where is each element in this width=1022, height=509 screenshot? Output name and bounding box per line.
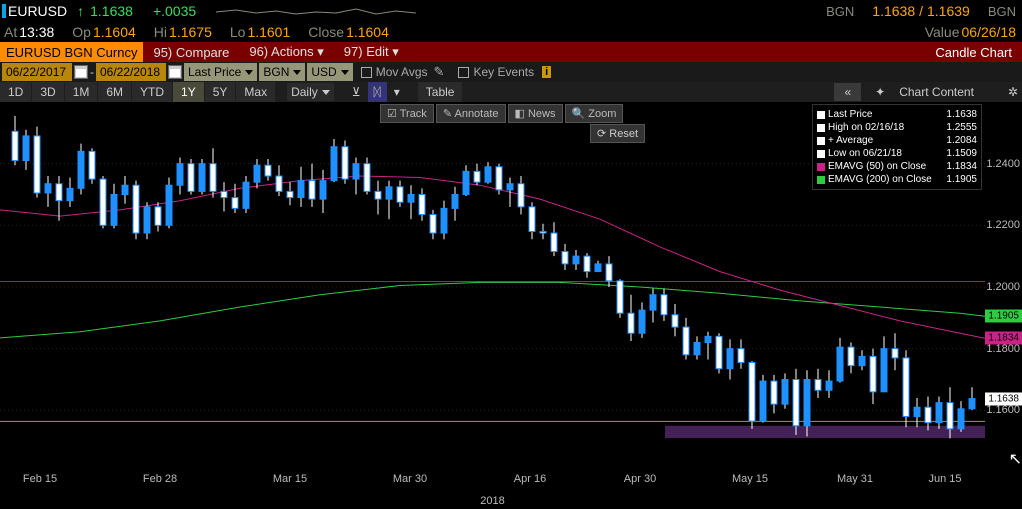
header-ohlc-row: At 13:38 Op 1.1604 Hi 1.1675 Lo 1.1601 C…: [0, 22, 1022, 42]
news-button[interactable]: ◧ News: [508, 104, 563, 123]
legend-row: Last Price1.1638: [817, 108, 977, 121]
date-from-input[interactable]: [2, 63, 72, 81]
last-price: 1.1638: [90, 3, 133, 19]
table-button[interactable]: Table: [418, 82, 463, 102]
close-label: Close: [308, 24, 344, 40]
ticker-bar-icon: [2, 4, 6, 18]
price-change: +.0035: [153, 3, 196, 19]
range-toolbar: 1D3D1M6MYTD1Y5YMax Daily ⊻ ᛞ ▾ Table « ✦…: [0, 82, 1022, 102]
legend-row: Low on 06/21/181.1509: [817, 147, 977, 160]
header-quote-row: EURUSD ↑ 1.1638 +.0035 BGN 1.1638 / 1.16…: [0, 0, 1022, 22]
collapse-button[interactable]: «: [834, 83, 861, 101]
direction-arrow-icon: ↑: [77, 3, 84, 19]
range-1m-button[interactable]: 1M: [65, 82, 98, 102]
at-label: At: [4, 24, 17, 40]
source-bgn-left: BGN: [826, 4, 854, 19]
chart-tools-row: ☑ Track ✎ Annotate ◧ News 🔍 Zoom: [380, 104, 623, 123]
ask-price: 1.1639: [927, 3, 970, 19]
chart-legend: Last Price1.1638High on 02/16/181.2555+ …: [812, 104, 982, 190]
legend-row: EMAVG (50) on Close1.1834: [817, 160, 977, 173]
bid-price: 1.1638: [872, 3, 915, 19]
y-axis: 1.24001.22001.20001.18001.16001.19051.18…: [985, 102, 1022, 472]
instrument-label: EURUSD BGN Curncy: [0, 42, 143, 62]
source-bgn-right: BGN: [988, 4, 1016, 19]
legend-row: High on 02/16/181.2555: [817, 121, 977, 134]
reset-button[interactable]: ⟳ Reset: [590, 124, 645, 143]
candle-icon[interactable]: ᛞ: [368, 82, 387, 102]
value-date-label: Value: [925, 24, 960, 40]
bid-ask-sep: /: [919, 3, 923, 19]
legend-row: EMAVG (200) on Close1.1905: [817, 173, 977, 186]
close-value: 1.1604: [346, 24, 389, 40]
track-button[interactable]: ☑ Track: [380, 104, 434, 123]
ticker-symbol: EURUSD: [8, 3, 67, 19]
menu-edit[interactable]: 97) Edit ▾: [334, 44, 409, 60]
calendar-icon[interactable]: [168, 65, 182, 79]
high-value: 1.1675: [169, 24, 212, 40]
source-dropdown[interactable]: BGN: [259, 63, 305, 81]
x-axis: Feb 15Feb 28Mar 15Mar 30Apr 16Apr 30May …: [0, 473, 985, 491]
at-value: 13:38: [19, 24, 54, 40]
range-ytd-button[interactable]: YTD: [132, 82, 172, 102]
range-6m-button[interactable]: 6M: [98, 82, 131, 102]
sparkline-chart: [216, 2, 416, 20]
open-value: 1.1604: [93, 24, 136, 40]
chart-content-label[interactable]: Chart Content: [899, 85, 974, 99]
date-to-input[interactable]: [96, 63, 166, 81]
chevron-down-icon[interactable]: ▾: [388, 82, 406, 102]
menu-actions[interactable]: 96) Actions ▾: [239, 44, 333, 60]
gear-icon[interactable]: ✲: [1008, 85, 1018, 99]
x-axis-year: 2018: [0, 495, 985, 507]
mouse-cursor-icon: ↖: [1009, 449, 1022, 469]
menu-bar: EURUSD BGN Curncy 95) Compare 96) Action…: [0, 42, 1022, 62]
low-value: 1.1601: [247, 24, 290, 40]
key-events-checkbox[interactable]: Key Eventsi: [452, 65, 557, 79]
value-date: 06/26/18: [962, 24, 1017, 40]
annotate-button[interactable]: ✎ Annotate: [436, 104, 506, 123]
interval-dropdown[interactable]: Daily: [287, 83, 334, 101]
mov-avgs-checkbox[interactable]: Mov Avgs✎: [355, 64, 451, 80]
price-type-dropdown[interactable]: Last Price: [184, 63, 257, 81]
currency-dropdown[interactable]: USD: [307, 63, 352, 81]
open-label: Op: [72, 24, 91, 40]
range-max-button[interactable]: Max: [236, 82, 275, 102]
range-1d-button[interactable]: 1D: [0, 82, 31, 102]
calendar-icon[interactable]: [74, 65, 88, 79]
range-5y-button[interactable]: 5Y: [205, 82, 236, 102]
range-1y-button[interactable]: 1Y: [173, 82, 204, 102]
high-label: Hi: [154, 24, 167, 40]
chart-area[interactable]: ☑ Track ✎ Annotate ◧ News 🔍 Zoom ⟳ Reset…: [0, 102, 1022, 509]
legend-row: + Average1.2084: [817, 134, 977, 147]
chart-type-label: Candle Chart: [925, 43, 1022, 62]
chart-style-icon[interactable]: ⊻: [346, 82, 367, 102]
settings-bar: - Last Price BGN USD Mov Avgs✎ Key Event…: [0, 62, 1022, 82]
menu-compare[interactable]: 95) Compare: [143, 45, 239, 60]
zoom-button[interactable]: 🔍 Zoom: [565, 104, 624, 123]
range-3d-button[interactable]: 3D: [32, 82, 63, 102]
low-label: Lo: [230, 24, 246, 40]
